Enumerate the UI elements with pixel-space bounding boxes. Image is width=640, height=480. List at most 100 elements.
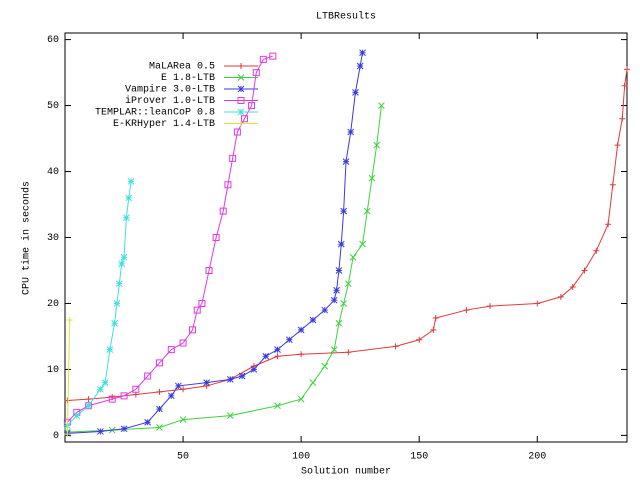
y-axis-label: CPU time in seconds xyxy=(21,181,33,295)
point xyxy=(167,346,175,354)
point xyxy=(297,395,305,403)
legend-label: Vampire 3.0-LTB xyxy=(125,84,215,96)
point xyxy=(113,300,121,307)
point xyxy=(179,339,187,347)
legend-label: iProver 1.0-LTB xyxy=(125,95,215,107)
series-line xyxy=(67,105,382,433)
x-tick-label: 200 xyxy=(528,452,546,463)
series-line xyxy=(66,181,132,426)
point xyxy=(605,221,612,228)
y-tick-label: 50 xyxy=(47,101,59,112)
point xyxy=(180,386,187,393)
point xyxy=(73,412,81,419)
point xyxy=(378,102,385,109)
y-tick-label: 10 xyxy=(47,365,59,376)
point xyxy=(345,349,352,356)
point xyxy=(106,346,114,353)
point xyxy=(368,174,376,182)
y-tick-label: 60 xyxy=(47,35,59,46)
point xyxy=(123,214,130,222)
point xyxy=(118,260,126,268)
point xyxy=(340,207,347,215)
point xyxy=(108,395,116,403)
point xyxy=(352,89,359,96)
point xyxy=(229,154,237,162)
point xyxy=(240,115,248,123)
point xyxy=(463,307,470,314)
point xyxy=(321,306,329,314)
point xyxy=(359,240,366,248)
legend-label: TEMPLAR::leanCoP 0.8 xyxy=(95,107,215,119)
point xyxy=(226,375,234,383)
point xyxy=(167,392,175,400)
point xyxy=(624,66,630,73)
legend-marker xyxy=(238,120,244,127)
point xyxy=(356,62,364,70)
point xyxy=(212,234,220,241)
point xyxy=(174,382,182,390)
legend-label: MaLARea 0.5 xyxy=(149,62,215,73)
point xyxy=(349,253,357,261)
legend-label: E 1.8-LTB xyxy=(161,73,215,84)
point xyxy=(609,181,616,188)
point xyxy=(248,102,256,110)
point xyxy=(120,425,128,433)
point xyxy=(156,405,163,413)
point xyxy=(614,142,621,149)
point xyxy=(593,247,600,254)
point xyxy=(66,316,73,323)
point xyxy=(97,385,104,393)
legend-marker xyxy=(237,108,245,116)
point xyxy=(333,286,340,294)
point xyxy=(569,283,576,290)
point xyxy=(144,372,152,380)
point xyxy=(120,253,128,261)
point xyxy=(297,326,305,334)
chart-title: LTBResults xyxy=(316,11,376,23)
legend-marker xyxy=(237,85,245,93)
point xyxy=(226,412,234,419)
point xyxy=(156,388,163,395)
point xyxy=(156,424,163,431)
point xyxy=(335,319,343,327)
y-tick-label: 30 xyxy=(47,233,59,244)
point xyxy=(97,428,104,435)
point xyxy=(392,343,399,350)
point xyxy=(335,267,343,274)
point xyxy=(85,402,93,410)
point xyxy=(416,336,423,343)
y-tick-label: 40 xyxy=(47,167,59,178)
point xyxy=(581,267,588,274)
point xyxy=(238,372,246,380)
legend-marker xyxy=(237,74,245,81)
point xyxy=(274,353,281,360)
point xyxy=(111,319,118,327)
point xyxy=(125,194,133,202)
point xyxy=(337,240,345,248)
point xyxy=(298,351,305,358)
point xyxy=(85,402,92,410)
legend-marker xyxy=(238,63,244,69)
y-tick-label: 20 xyxy=(47,299,59,310)
point xyxy=(224,181,232,189)
point xyxy=(250,366,258,373)
point xyxy=(155,359,163,367)
point xyxy=(127,178,135,185)
point xyxy=(621,82,628,89)
legend-marker xyxy=(237,97,245,104)
x-tick-label: 150 xyxy=(410,452,428,463)
x-tick-label: 50 xyxy=(177,452,189,463)
point xyxy=(321,362,329,370)
point xyxy=(330,346,338,353)
point xyxy=(359,49,366,57)
series-line xyxy=(66,319,71,435)
point xyxy=(120,392,128,400)
x-axis-label: Solution number xyxy=(301,466,391,478)
point xyxy=(330,296,338,304)
legend-label: E-KRHyper 1.4-LTB xyxy=(113,119,215,130)
point xyxy=(101,379,109,386)
point xyxy=(85,396,92,403)
point xyxy=(345,280,352,288)
point xyxy=(193,306,201,314)
